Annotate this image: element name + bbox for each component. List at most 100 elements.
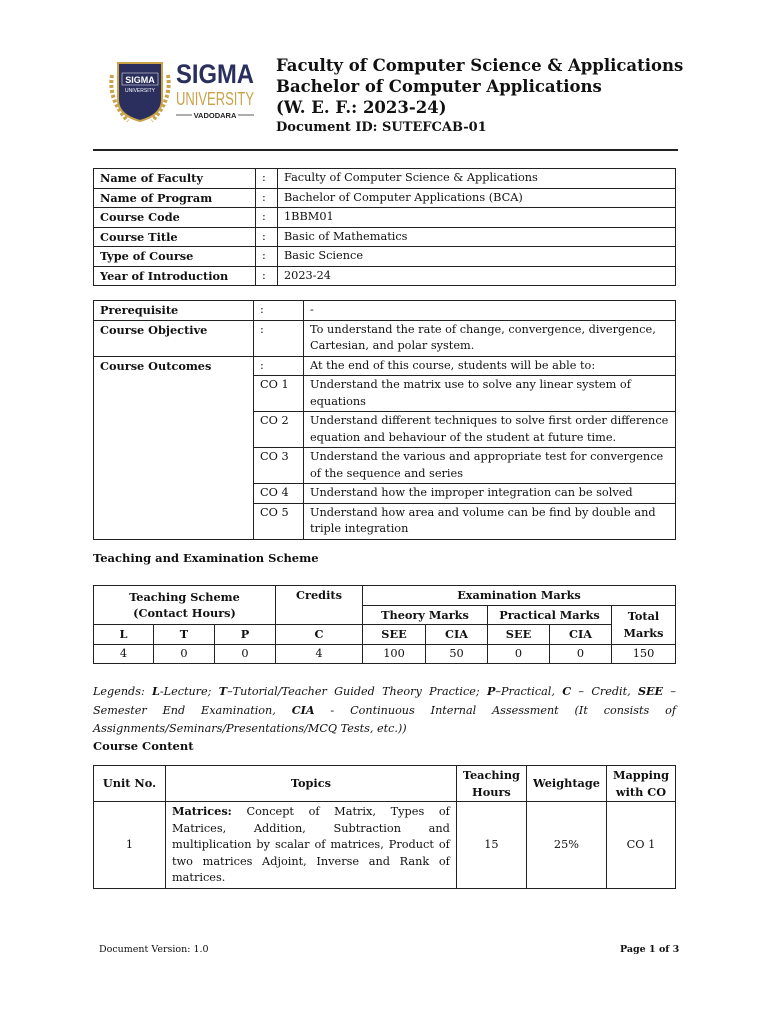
content-row: 1 Matrices: Concept of Matrix, Types of M… bbox=[93, 801, 677, 889]
prerequisite-row: Prerequisite: - bbox=[93, 300, 676, 321]
info-label: Type of Course bbox=[93, 246, 256, 267]
header-divider bbox=[93, 149, 678, 151]
info-value: Basic of Mathematics bbox=[277, 226, 676, 247]
label: Course Objective bbox=[93, 319, 254, 357]
course-info-table: Name of Faculty: Faculty of Computer Scie… bbox=[93, 168, 676, 286]
program-title: Bachelor of Computer Applications bbox=[276, 77, 602, 96]
scheme-col-header: CIA bbox=[425, 624, 488, 645]
info-value: Faculty of Computer Science & Applicatio… bbox=[277, 168, 676, 189]
scheme-col-header: C bbox=[275, 624, 363, 645]
co-code: CO 2 bbox=[253, 411, 304, 448]
content-weight: 25% bbox=[525, 801, 607, 889]
document-header: Faculty of Computer Science & Applicatio… bbox=[276, 55, 683, 138]
content-co: CO 1 bbox=[605, 801, 677, 889]
legend-term: SEE bbox=[637, 684, 664, 698]
outcome-row: CO 3 Understand the various and appropria… bbox=[94, 447, 676, 484]
info-row: Name of Program: Bachelor of Computer App… bbox=[93, 187, 676, 208]
topics: Matrices: Concept of Matrix, Types of Ma… bbox=[164, 801, 457, 889]
theory-marks-header: Theory Marks bbox=[362, 604, 488, 625]
credits-header: Credits bbox=[275, 585, 363, 625]
info-sep: : bbox=[255, 168, 278, 189]
co-text: Understand how the improper integration … bbox=[303, 483, 676, 504]
info-row: Type of Course: Basic Science bbox=[93, 246, 676, 267]
scheme-value: 0 bbox=[153, 643, 215, 664]
outcome-row: CO 2 Understand different techniques to s… bbox=[94, 411, 676, 448]
value: At the end of this course, students will… bbox=[303, 355, 676, 376]
practical-marks-header: Practical Marks bbox=[487, 604, 612, 625]
co-text: Understand how area and volume can be fi… bbox=[303, 502, 676, 540]
info-row: Year of Introduction:2023-24 bbox=[93, 265, 676, 286]
legend-term: C bbox=[562, 684, 572, 698]
document-version: Document Version: 1.0 bbox=[99, 944, 209, 955]
content-header: Unit No. bbox=[93, 765, 166, 802]
svg-text:UNIVERSITY: UNIVERSITY bbox=[176, 89, 254, 109]
wef-year: (W. E. F.: 2023-24) bbox=[276, 98, 447, 117]
legend-desc: – Semester End Examination, bbox=[93, 685, 676, 717]
scheme-col-header: SEE bbox=[487, 624, 550, 645]
legend-prefix: Legends: bbox=[93, 685, 153, 698]
sep: : bbox=[253, 319, 304, 357]
content-hours: 15 bbox=[455, 801, 527, 889]
scheme-value: 4 bbox=[93, 643, 154, 664]
sep: : bbox=[253, 300, 304, 321]
course-details-table: Prerequisite: - Course Objective: To under… bbox=[93, 300, 676, 540]
info-sep: : bbox=[255, 265, 278, 286]
outcome-row: CO 5 Understand how area and volume can b… bbox=[94, 502, 676, 540]
scheme-value: 100 bbox=[362, 643, 426, 664]
topic-title: Matrices: bbox=[171, 804, 232, 818]
scheme-value: 50 bbox=[425, 643, 488, 664]
co-code: CO 5 bbox=[253, 502, 304, 540]
svg-text:UNIVERSITY: UNIVERSITY bbox=[125, 88, 156, 94]
svg-text:SIGMA: SIGMA bbox=[176, 59, 254, 89]
legend-note: Legends: L-Lecture; T–Tutorial/Teacher G… bbox=[93, 682, 676, 738]
scheme-table: Teaching Scheme (Contact Hours) Credits Ex… bbox=[93, 585, 676, 664]
svg-text:VADODARA: VADODARA bbox=[194, 111, 237, 120]
scheme-col-header: L bbox=[93, 624, 154, 645]
info-label: Course Title bbox=[93, 226, 256, 247]
co-text: Understand different techniques to solve… bbox=[303, 411, 676, 448]
info-value: Bachelor of Computer Applications (BCA) bbox=[277, 187, 676, 208]
info-label: Name of Faculty bbox=[93, 168, 256, 189]
info-row: Course Code:1BBM01 bbox=[93, 207, 676, 228]
unit-no: 1 bbox=[93, 801, 166, 889]
legend-term: CIA bbox=[291, 703, 315, 717]
content-header: Weightage bbox=[525, 765, 607, 802]
legend-term: T bbox=[218, 684, 228, 698]
co-text: Understand the various and appropriate t… bbox=[303, 447, 676, 484]
info-row: Course Title: Basic of Mathematics bbox=[93, 226, 676, 247]
scheme-value: 0 bbox=[214, 643, 276, 664]
outcome-row: CO 1 Understand the matrix use to solve a… bbox=[94, 375, 676, 412]
co-text: Understand the matrix use to solve any l… bbox=[303, 375, 676, 412]
course-content-table: Unit No. Topics Teaching Hours Weightage Map… bbox=[93, 765, 677, 889]
exam-marks-header: Examination Marks bbox=[362, 585, 676, 606]
outcomes-row: Course Outcomes: At the end of this cours… bbox=[93, 355, 676, 540]
scheme-heading: Teaching and Examination Scheme bbox=[93, 551, 319, 565]
total-marks-header: Total Marks bbox=[611, 604, 676, 645]
info-sep: : bbox=[255, 207, 278, 228]
page-number: Page 1 of 3 bbox=[620, 944, 680, 955]
scheme-col-header: P bbox=[214, 624, 276, 645]
scheme-col-header: SEE bbox=[362, 624, 426, 645]
info-label: Course Code bbox=[93, 207, 256, 228]
course-content-heading: Course Content bbox=[93, 739, 194, 753]
legend-desc: –Tutorial/Teacher Guided Theory Practice… bbox=[227, 685, 487, 698]
info-label: Year of Introduction bbox=[93, 265, 256, 286]
faculty-title: Faculty of Computer Science & Applicatio… bbox=[276, 56, 684, 75]
co-code: CO 1 bbox=[253, 375, 304, 412]
scheme-value: 4 bbox=[275, 643, 363, 664]
legend-term: L bbox=[152, 684, 160, 698]
content-header: Mapping with CO bbox=[605, 765, 677, 802]
sigma-university-logo: SIGMA UNIVERSITY SIGMA UNIVERSITY VADODA… bbox=[108, 55, 258, 125]
legend-term: P bbox=[486, 684, 496, 698]
info-row: Name of Faculty: Faculty of Computer Scie… bbox=[93, 168, 676, 189]
label: Course Outcomes bbox=[93, 355, 254, 540]
legend-desc: – Credit, bbox=[571, 685, 638, 698]
objective-row: Course Objective: To understand the rate … bbox=[93, 319, 676, 357]
info-sep: : bbox=[255, 226, 278, 247]
info-label: Name of Program bbox=[93, 187, 256, 208]
info-sep: : bbox=[255, 187, 278, 208]
scheme-value: 0 bbox=[549, 643, 612, 664]
scheme-value: 0 bbox=[487, 643, 550, 664]
info-value: 2023-24 bbox=[277, 265, 676, 286]
info-sep: : bbox=[255, 246, 278, 267]
